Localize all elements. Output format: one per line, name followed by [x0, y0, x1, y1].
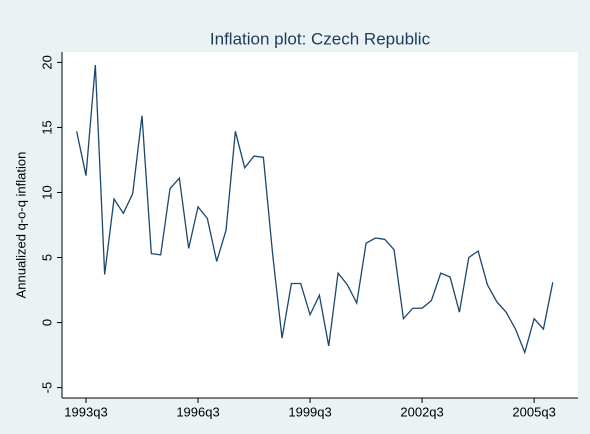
y-axis-label: Annualized q-o-q inflation: [13, 152, 28, 299]
y-tick-label: 5: [39, 254, 54, 261]
x-tick-label: 1999q3: [288, 404, 331, 419]
y-tick-label: 10: [39, 185, 54, 199]
line-series: [76, 64, 554, 355]
x-tick-label: 2005q3: [512, 404, 555, 419]
x-tick-label: 2002q3: [400, 404, 443, 419]
y-tick-label: -5: [39, 382, 54, 394]
x-tick-label: 1993q3: [64, 404, 107, 419]
y-tick-label: 20: [39, 55, 54, 69]
x-tick-label: 1996q3: [176, 404, 219, 419]
plot-area: [62, 52, 578, 398]
y-tick-label: 0: [39, 319, 54, 326]
y-tick-label: 15: [39, 120, 54, 134]
chart-title: Inflation plot: Czech Republic: [210, 29, 431, 48]
